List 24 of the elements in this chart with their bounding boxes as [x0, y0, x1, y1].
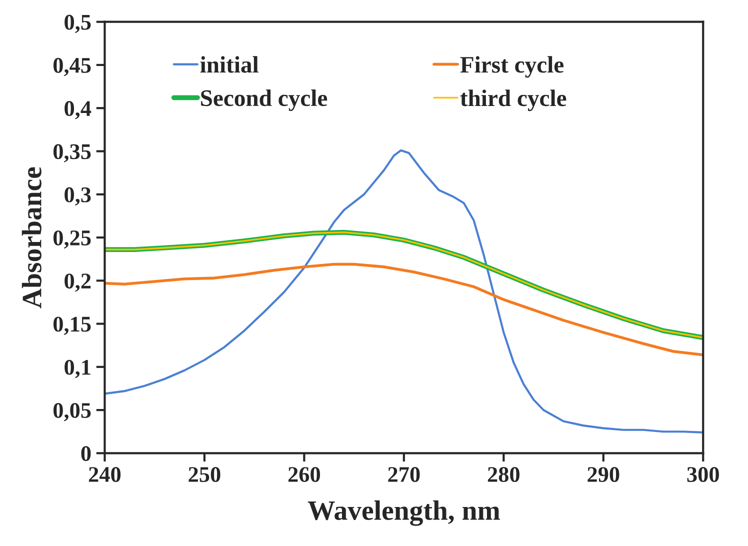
y-tick-label: 0,5	[64, 14, 91, 33]
x-axis-title: Wavelength, nm	[308, 500, 500, 526]
x-tick-label: 280	[488, 467, 520, 482]
legend-label: First cycle	[460, 56, 564, 78]
y-tick-label: 0,15	[53, 316, 91, 335]
x-tick-label: 270	[388, 467, 420, 482]
x-tick-label: 260	[288, 467, 320, 482]
y-tick-label: 0,4	[64, 101, 92, 120]
y-axis-title: Absorbance	[22, 167, 42, 308]
legend-label: Second cycle	[201, 90, 328, 112]
y-tick-label: 0,05	[53, 402, 91, 422]
x-tick-label: 250	[188, 467, 220, 482]
x-tick-label: 240	[88, 467, 121, 482]
y-tick-label: 0,25	[53, 230, 91, 249]
x-tick-label: 290	[588, 467, 620, 482]
y-tick-label: 0,1	[64, 360, 90, 378]
y-tick-label: 0	[81, 446, 91, 462]
x-tick-label: 300	[687, 467, 719, 482]
legend-label: third cycle	[460, 90, 566, 112]
y-tick-label: 0,2	[64, 274, 91, 292]
y-tick-label: 0,3	[64, 187, 91, 206]
y-tick-label: 0,45	[53, 58, 91, 76]
y-tick-label: 0,35	[53, 144, 91, 162]
legend-label: initial	[200, 56, 258, 73]
